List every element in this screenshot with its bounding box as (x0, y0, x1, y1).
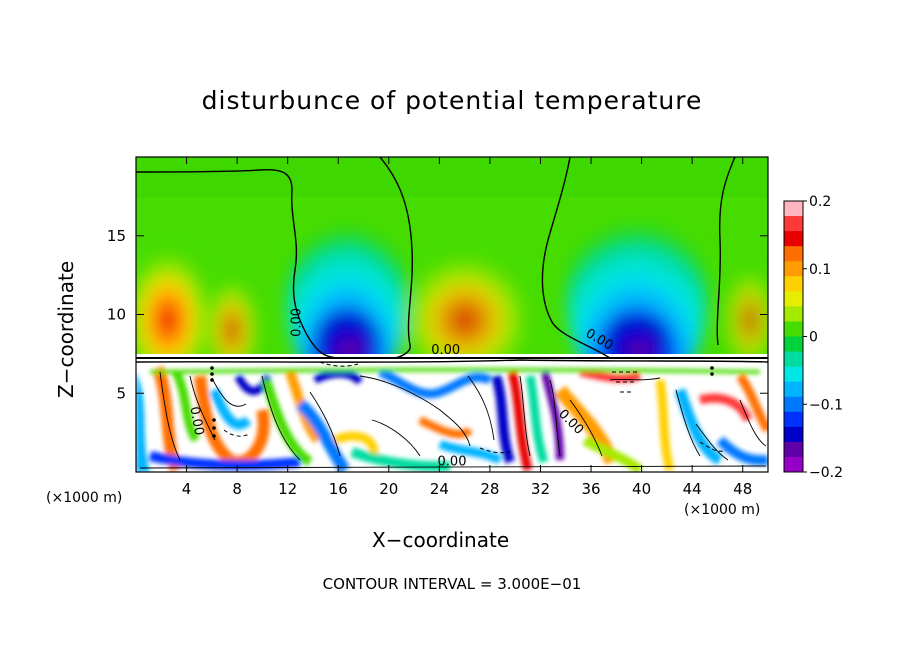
contour-label: 0.00 (431, 343, 460, 358)
x-tick-label: 36 (581, 480, 600, 498)
colorbar-tick-label: −0.1 (809, 397, 843, 413)
colorbar-swatch (784, 321, 803, 337)
contour-label: 0.00 (289, 308, 304, 337)
contour-label: 0.00 (438, 455, 467, 470)
colorbar-swatch (784, 456, 803, 473)
colorbar-swatch (784, 441, 803, 458)
colorbar-tick-label: 0 (809, 330, 818, 346)
y-axis-label: Z−coordinate (54, 260, 78, 398)
colorbar-swatch (784, 366, 803, 383)
contour-labels: 0.000.00 0.000.000.000.00 (186, 308, 615, 470)
x-tick-label: 4 (182, 480, 192, 498)
colorbar-swatch (784, 276, 803, 292)
warm-anomaly-right (720, 265, 768, 375)
heatmap-field (136, 157, 768, 472)
y-tick-label: 5 (116, 384, 126, 402)
colorbar-tick-label: 0.1 (809, 262, 831, 278)
cold-anomaly-40 (567, 200, 707, 400)
colorbar-swatch (784, 306, 803, 322)
x-tick-label: 12 (278, 480, 297, 498)
x-tick-label: 16 (329, 480, 348, 498)
colorbar-swatch (784, 336, 803, 353)
x-axis: 4 8 12 16 20 24 28 32 36 40 44 48 (182, 157, 752, 498)
colorbar-swatch (784, 396, 803, 413)
colorbar-swatch (784, 351, 803, 368)
turbulent-layer-structures (136, 365, 768, 472)
x-tick-label: 24 (430, 480, 449, 498)
contour-label: 0.00 (186, 405, 206, 436)
colorbar-tick-label: −0.2 (809, 465, 843, 481)
zero-contours-upper (136, 157, 736, 359)
colorbar: 0.2 0.1 0 −0.1 −0.2 (783, 194, 843, 481)
colorbar-swatch (784, 201, 803, 217)
colorbar-swatch (784, 261, 803, 277)
contour-interval-note: CONTOUR INTERVAL = 3.000E−01 (322, 575, 582, 593)
colorbar-swatch (784, 411, 803, 428)
colorbar-swatch (784, 426, 803, 443)
contour-dots (210, 366, 714, 438)
x-axis-label: X−coordinate (372, 528, 510, 552)
x-unit-label-left: (×1000 m) (46, 490, 123, 506)
colorbar-swatch (784, 246, 803, 262)
y-tick-label: 15 (107, 227, 126, 245)
contours-lower (139, 371, 767, 469)
x-tick-label: 32 (531, 480, 550, 498)
y-axis: 5 10 15 (107, 227, 768, 402)
colorbar-swatch (784, 291, 803, 307)
x-tick-label: 20 (379, 480, 398, 498)
x-tick-label: 40 (632, 480, 651, 498)
x-unit-label-right: (×1000 m) (684, 502, 761, 518)
y-tick-label: 10 (107, 306, 126, 324)
colorbar-swatch (784, 216, 803, 232)
contours-negative (223, 361, 727, 454)
colorbar-swatch (784, 381, 803, 398)
x-tick-label: 8 (232, 480, 242, 498)
colorbar-swatch (784, 231, 803, 247)
chart-title: disturbunce of potential temperature (201, 86, 703, 115)
x-tick-label: 44 (683, 480, 702, 498)
colorbar-tick-label: 0.2 (809, 194, 831, 210)
x-tick-label: 48 (733, 480, 752, 498)
x-tick-label: 28 (480, 480, 499, 498)
